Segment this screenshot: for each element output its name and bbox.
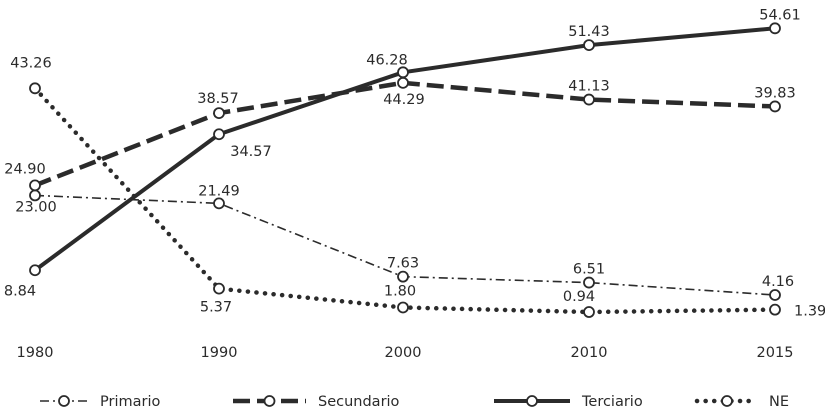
x-tick-label-1990: 1990 <box>201 345 238 361</box>
point-marker-secundario-2000 <box>397 76 409 89</box>
data-label-primario-2015: 4.16 <box>762 274 794 290</box>
point-marker-secundario-1990 <box>213 107 225 119</box>
data-label-terciario-2000: 46.28 <box>366 52 408 68</box>
point-marker-terciario-2015 <box>769 22 781 35</box>
point-marker-primario-2015 <box>769 289 781 301</box>
point-marker-secundario-2015 <box>769 100 781 113</box>
legend-marker-primario <box>58 395 70 407</box>
x-tick-label-2000: 2000 <box>385 345 422 361</box>
x-axis-ticks: 1980 1990 2000 2010 2015 <box>17 345 794 361</box>
data-label-ne-2015: 1.39 <box>794 304 825 320</box>
data-label-secundario-1990: 38.57 <box>197 91 239 107</box>
point-marker-terciario-1990 <box>213 128 225 141</box>
point-marker-terciario-2000 <box>397 66 409 79</box>
point-marker-primario-2000 <box>397 270 409 283</box>
point-marker-ne-1980 <box>29 82 41 95</box>
data-label-terciario-1990: 34.57 <box>230 144 272 160</box>
x-tick-label-1980: 1980 <box>17 345 54 361</box>
legend-item-primario: Primario <box>40 394 160 410</box>
data-label-ne-1990: 5.37 <box>200 300 232 316</box>
point-marker-secundario-1980 <box>29 179 41 192</box>
data-label-secundario-2015: 39.83 <box>754 85 796 101</box>
point-marker-terciario-2010 <box>583 39 595 52</box>
point-marker-primario-1990 <box>213 197 225 210</box>
legend-label-secundario: Secundario <box>318 394 400 410</box>
point-marker-ne-2010 <box>583 306 595 318</box>
data-label-ne-2000: 1.80 <box>384 283 416 299</box>
legend-item-ne: NE <box>694 394 789 410</box>
data-label-ne-2010: 0.94 <box>563 289 595 305</box>
legend-marker-ne <box>721 395 733 407</box>
point-marker-terciario-1980 <box>29 264 41 277</box>
legend-label-primario: Primario <box>100 394 160 410</box>
data-label-secundario-1980: 24.90 <box>4 161 46 177</box>
data-label-secundario-2010: 41.13 <box>568 79 610 95</box>
point-marker-ne-2000 <box>397 301 409 314</box>
data-label-primario-2000: 7.63 <box>387 256 419 272</box>
legend: Primario Secundario Terciario NE <box>40 394 789 410</box>
point-marker-ne-1990 <box>213 282 225 295</box>
legend-item-secundario: Secundario <box>233 394 400 410</box>
legend-label-ne: NE <box>769 394 789 410</box>
data-label-primario-1990: 21.49 <box>198 183 240 199</box>
x-tick-label-2015: 2015 <box>757 345 794 361</box>
legend-label-terciario: Terciario <box>581 394 643 410</box>
data-label-terciario-2010: 51.43 <box>568 24 610 40</box>
legend-item-terciario: Terciario <box>494 394 643 410</box>
legend-marker-terciario <box>526 395 538 407</box>
point-marker-secundario-2010 <box>583 93 595 106</box>
series-markers <box>29 22 781 318</box>
point-marker-ne-2015 <box>769 303 781 316</box>
legend-marker-secundario <box>263 395 276 407</box>
data-label-terciario-1980: 8.84 <box>4 283 36 299</box>
data-label-primario-1980: 23.00 <box>15 199 57 215</box>
data-label-primario-2010: 6.51 <box>573 262 605 278</box>
data-label-ne-1980: 43.26 <box>10 55 52 71</box>
x-tick-label-2010: 2010 <box>571 345 608 361</box>
data-label-terciario-2015: 54.61 <box>759 7 801 23</box>
data-labels: 23.00 21.49 7.63 6.51 4.16 24.90 38.57 44.29 41.… <box>4 7 825 319</box>
data-label-secundario-2000: 44.29 <box>383 92 425 108</box>
point-marker-primario-2010 <box>583 276 595 289</box>
